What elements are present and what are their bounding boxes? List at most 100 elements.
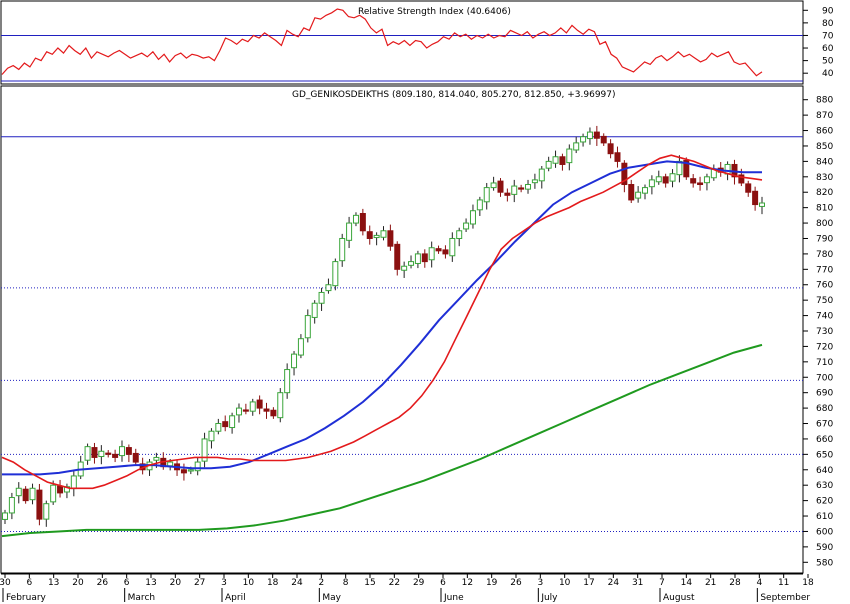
price-y-tick-label: 690 bbox=[816, 389, 833, 399]
candle-body bbox=[153, 456, 160, 461]
candle bbox=[490, 176, 497, 191]
candle-body bbox=[29, 487, 36, 501]
candle-body bbox=[421, 253, 428, 263]
price-y-tick-label: 710 bbox=[816, 358, 833, 368]
candle bbox=[352, 212, 359, 227]
candle bbox=[346, 216, 353, 249]
candle bbox=[366, 225, 373, 245]
candle bbox=[621, 160, 628, 193]
rsi-y-tick-label: 80 bbox=[822, 19, 834, 29]
candle-body bbox=[36, 489, 43, 520]
price-y-tick-label: 670 bbox=[816, 420, 833, 430]
candle-body bbox=[593, 131, 600, 139]
candle-body bbox=[531, 179, 538, 184]
candle-body bbox=[655, 176, 662, 183]
x-axis-ticks: 30 6 13 20 26 6 13 20 27 3 10 18 24 2 8 15 22 29 6 12 19 26 3 1… bbox=[0, 574, 814, 588]
candle-body bbox=[263, 408, 270, 412]
candle bbox=[263, 402, 270, 419]
x-tick-label: 6 bbox=[440, 578, 446, 588]
candle-body bbox=[573, 142, 580, 151]
x-tick-label: 6 bbox=[26, 578, 32, 588]
x-tick-label: 8 bbox=[343, 578, 349, 588]
candle-body bbox=[697, 182, 704, 186]
price-y-tick-label: 700 bbox=[816, 373, 833, 383]
x-tick-label: 22 bbox=[389, 578, 400, 588]
x-tick-label: 11 bbox=[778, 578, 789, 588]
candle-body bbox=[703, 176, 710, 184]
candle-body bbox=[759, 202, 765, 207]
candle-body bbox=[15, 487, 22, 497]
candle-body bbox=[648, 179, 655, 188]
candle bbox=[566, 144, 573, 171]
price-y-tick-label: 650 bbox=[816, 450, 833, 460]
candle bbox=[662, 173, 669, 188]
x-tick-label: 18 bbox=[802, 578, 814, 588]
candle bbox=[401, 261, 408, 278]
x-tick-label: 20 bbox=[72, 578, 84, 588]
candle bbox=[552, 150, 559, 168]
rsi-y-axis: 40 50 60 70 80 90 bbox=[803, 6, 834, 79]
candle-body bbox=[43, 503, 50, 520]
candle bbox=[291, 351, 298, 376]
candle bbox=[752, 186, 759, 211]
candle bbox=[22, 486, 29, 504]
candle-body bbox=[586, 131, 593, 140]
candle bbox=[642, 184, 649, 200]
price-panel-frame bbox=[0, 85, 804, 574]
candle-body bbox=[621, 162, 628, 186]
candle-body bbox=[442, 249, 449, 255]
month-label: March bbox=[128, 593, 155, 603]
price-y-axis: 580 590 600 610 620 630 640 650 660 670 680 690 700 7… bbox=[803, 96, 833, 568]
rsi-series-line bbox=[1, 8, 763, 77]
candle bbox=[697, 176, 704, 191]
ma-short-line bbox=[1, 154, 763, 490]
candle bbox=[201, 432, 208, 468]
candle-body bbox=[318, 291, 325, 304]
candle-body bbox=[408, 261, 415, 266]
month-label: April bbox=[225, 593, 246, 603]
x-tick-label: 14 bbox=[681, 578, 693, 588]
candle bbox=[614, 146, 621, 168]
candle bbox=[635, 186, 642, 203]
candle-body bbox=[752, 190, 759, 206]
candle-body bbox=[635, 191, 642, 199]
x-tick-label: 10 bbox=[559, 578, 571, 588]
candle-body bbox=[132, 452, 139, 463]
price-y-tick-label: 620 bbox=[816, 497, 833, 507]
candle-body bbox=[394, 243, 401, 270]
candle-body bbox=[518, 187, 525, 190]
candle bbox=[449, 232, 456, 262]
x-tick-label: 30 bbox=[0, 578, 11, 588]
price-y-tick-label: 790 bbox=[816, 234, 833, 244]
rsi-y-tick-label: 60 bbox=[822, 44, 834, 54]
candle-body bbox=[690, 178, 697, 184]
price-y-tick-label: 720 bbox=[816, 342, 833, 352]
candle-body bbox=[662, 176, 669, 184]
candle bbox=[683, 157, 690, 180]
x-tick-label: 26 bbox=[97, 578, 109, 588]
candle bbox=[690, 174, 697, 188]
candle bbox=[745, 180, 752, 197]
month-label: September bbox=[760, 593, 810, 603]
candle-body bbox=[222, 421, 229, 428]
rsi-y-tick-label: 50 bbox=[822, 57, 834, 67]
candle-body bbox=[497, 180, 504, 193]
candle bbox=[332, 258, 339, 291]
price-y-tick-label: 580 bbox=[816, 558, 833, 568]
price-y-tick-label: 610 bbox=[816, 512, 833, 522]
candle bbox=[580, 133, 587, 147]
x-tick-label: 27 bbox=[194, 578, 205, 588]
candle bbox=[442, 245, 449, 259]
candle-body bbox=[628, 184, 635, 201]
candle-body bbox=[180, 469, 187, 474]
candle-body bbox=[194, 461, 201, 472]
candle bbox=[421, 249, 428, 268]
candle bbox=[504, 188, 511, 202]
candle-body bbox=[332, 261, 339, 287]
candle-body bbox=[669, 173, 676, 182]
candle bbox=[112, 449, 119, 463]
candle-body bbox=[91, 447, 98, 458]
candle-body bbox=[201, 438, 208, 462]
candle bbox=[91, 442, 98, 464]
